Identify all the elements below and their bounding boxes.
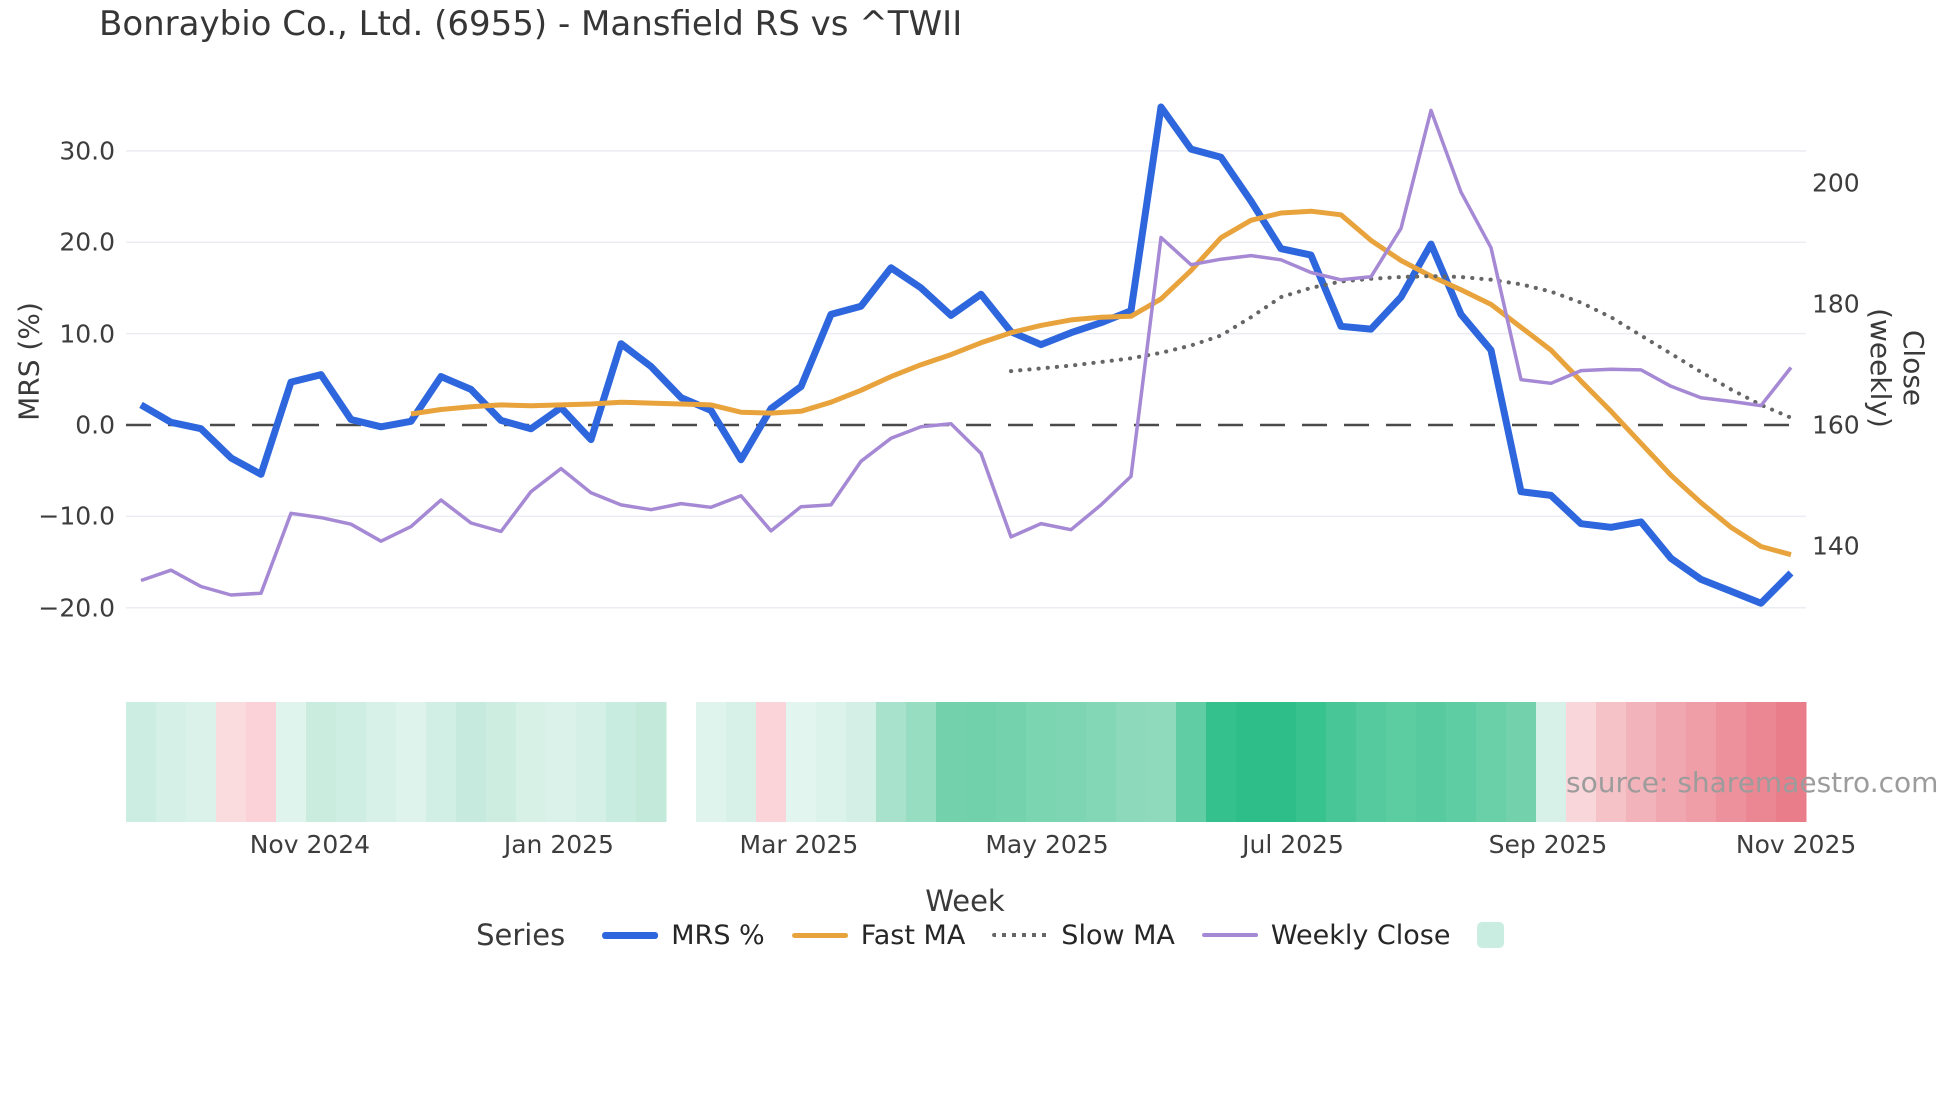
- legend-item-weekly-close: Weekly Close: [1201, 919, 1451, 951]
- heatmap-cell: [1026, 702, 1057, 822]
- heatmap-cell: [726, 702, 757, 822]
- y-axis-tick-label: 10.0: [59, 319, 115, 349]
- y-axis-tick-label: −10.0: [38, 501, 115, 531]
- heatmap-cell: [1776, 702, 1807, 822]
- heatmap-cell: [1656, 702, 1687, 822]
- heatmap-cell: [1266, 702, 1297, 822]
- heatmap-cell: [486, 702, 517, 822]
- legend-item-fast-ma: Fast MA: [791, 919, 966, 951]
- heatmap-cell: [1716, 702, 1747, 822]
- y-axis-tick-label: 30.0: [59, 136, 115, 166]
- heatmap-cell: [846, 702, 877, 822]
- legend: Series MRS % Fast MA Slow MA Weekly Clos…: [476, 918, 1505, 952]
- y2-axis-tick-label: 200: [1812, 168, 1860, 198]
- y-axis-tick-label: 20.0: [59, 227, 115, 257]
- fast-ma-line-swatch: [791, 932, 848, 938]
- y2-axis-tick-label: 180: [1812, 289, 1860, 319]
- heatmap-legend-swatch: [1477, 922, 1505, 948]
- heatmap-cell: [156, 702, 187, 822]
- heatmap-cell: [1416, 702, 1447, 822]
- heatmap-cell: [456, 702, 487, 822]
- heatmap-cell: [336, 702, 367, 822]
- heatmap-cell: [1056, 702, 1087, 822]
- heatmap-cell: [996, 702, 1027, 822]
- series-line-mrs-: [139, 103, 1794, 607]
- heatmap-cell: [816, 702, 847, 822]
- heatmap-cell: [1236, 702, 1267, 822]
- heatmap-cell: [1176, 702, 1207, 822]
- heatmap-cell: [1566, 702, 1597, 822]
- heatmap-cell: [606, 702, 637, 822]
- heatmap-cell: [546, 702, 577, 822]
- heatmap-cell: [1146, 702, 1177, 822]
- heatmap-cell: [756, 702, 787, 822]
- heatmap-cell: [1356, 702, 1387, 822]
- heatmap-cell: [366, 702, 397, 822]
- heatmap-cell: [876, 702, 907, 822]
- heatmap-cell: [306, 702, 337, 822]
- legend-title: Series: [476, 918, 566, 952]
- heatmap-cell: [126, 702, 157, 822]
- y-axis-tick-label: −20.0: [38, 593, 115, 623]
- heatmap-cell: [906, 702, 937, 822]
- legend-item-label: Weekly Close: [1270, 919, 1451, 951]
- x-axis-tick-label: Nov 2025: [1735, 830, 1857, 859]
- legend-item-label: Slow MA: [1061, 919, 1175, 951]
- heatmap-cell: [786, 702, 817, 822]
- heatmap-cell: [1686, 702, 1717, 822]
- heatmap-cell: [246, 702, 277, 822]
- x-axis-tick-label: Sep 2025: [1488, 830, 1608, 859]
- mrs-line-swatch: [602, 931, 659, 939]
- heatmap-cell: [1506, 702, 1537, 822]
- x-axis-tick-label: Mar 2025: [739, 830, 859, 859]
- heatmap-cell: [936, 702, 967, 822]
- heatmap-cell: [966, 702, 997, 822]
- heatmap-cell: [636, 702, 667, 822]
- heatmap-cell: [216, 702, 247, 822]
- heatmap-cell: [1326, 702, 1357, 822]
- heatmap-cell: [516, 702, 547, 822]
- heatmap-cell: [1086, 702, 1117, 822]
- heatmap-cell: [426, 702, 457, 822]
- heatmap-cell: [396, 702, 427, 822]
- heatmap-cell: [1536, 702, 1567, 822]
- series-line-slow-ma: [1009, 274, 1793, 420]
- heatmap-cell: [1206, 702, 1237, 822]
- legend-item-label: Fast MA: [860, 919, 966, 951]
- x-axis-title: Week: [925, 884, 1005, 918]
- y2-axis-tick-label: 160: [1812, 410, 1860, 440]
- x-axis-tick-label: Nov 2024: [249, 830, 371, 859]
- heatmap-cell: [276, 702, 307, 822]
- x-axis-tick-label: Jan 2025: [503, 830, 614, 859]
- y2-axis-tick-label: 140: [1812, 531, 1860, 561]
- slow-ma-dotted-swatch: [992, 933, 1049, 937]
- x-axis-tick-label: May 2025: [985, 830, 1109, 859]
- heatmap-cell: [1596, 702, 1627, 822]
- legend-item-slow-ma: Slow MA: [992, 920, 1175, 951]
- heatmap-cell: [186, 702, 217, 822]
- series-line-weekly-close: [140, 108, 1793, 597]
- heatmap-cell: [1476, 702, 1507, 822]
- weekly-close-line-swatch: [1201, 933, 1258, 937]
- heatmap-cell: [1296, 702, 1327, 822]
- heatmap-cell: [1116, 702, 1147, 822]
- legend-item-mrs: MRS %: [602, 919, 765, 951]
- page-title: Bonraybio Co., Ltd. (6955) - Mansfield R…: [99, 4, 963, 44]
- y-axis-tick-label: 0.0: [75, 410, 115, 440]
- source-text: source: sharemaestro.com: [1566, 766, 1939, 799]
- heatmap-cell: [1626, 702, 1657, 822]
- heatmap-cell: [1446, 702, 1477, 822]
- heatmap-cell: [576, 702, 607, 822]
- x-axis-tick-label: Jul 2025: [1242, 830, 1344, 859]
- heatmap-cell: [1746, 702, 1777, 822]
- series-line-fast-ma: [410, 208, 1792, 558]
- heatmap-cell: [696, 702, 727, 822]
- legend-item-label: MRS %: [671, 919, 765, 951]
- heatmap-cell: [1386, 702, 1417, 822]
